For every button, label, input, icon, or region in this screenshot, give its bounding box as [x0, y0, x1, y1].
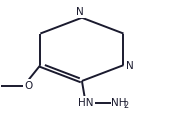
- Text: O: O: [25, 81, 33, 91]
- Text: N: N: [76, 7, 84, 17]
- Text: HN: HN: [78, 98, 93, 108]
- Text: NH: NH: [111, 98, 127, 108]
- Text: 2: 2: [124, 101, 129, 110]
- Text: N: N: [126, 61, 134, 71]
